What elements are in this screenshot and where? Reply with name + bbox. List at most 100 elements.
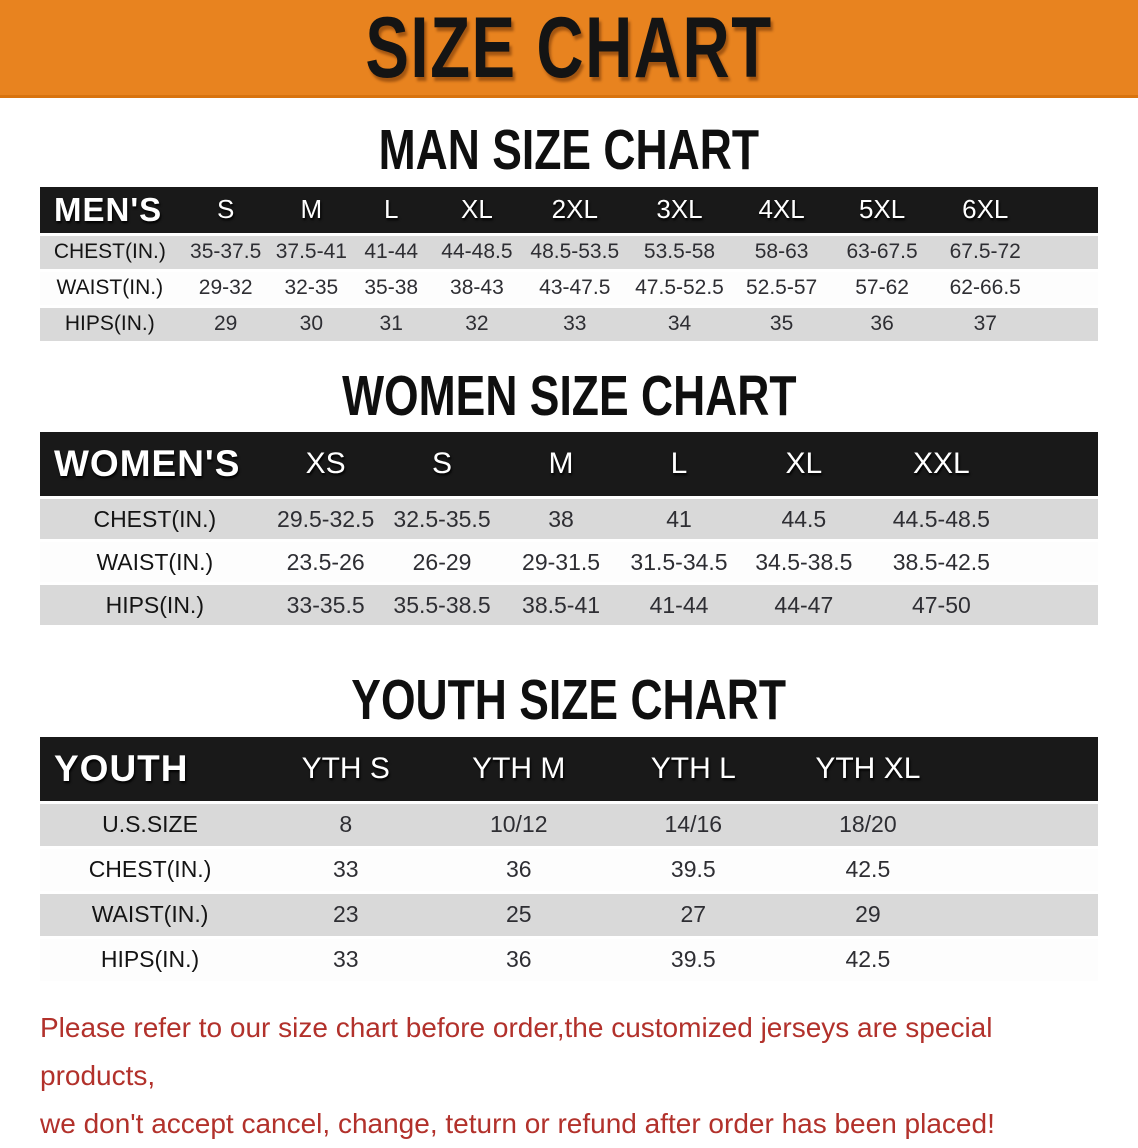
- column-header: XS: [269, 432, 382, 497]
- column-header: M: [502, 432, 620, 497]
- table-row: HIPS(IN.) 29 30 31 32 33 34 35 36 37: [40, 307, 1098, 341]
- column-header: S: [179, 186, 272, 233]
- men-section-title-text: MAN SIZE CHART: [378, 118, 760, 182]
- size-value: 53.5-58: [627, 235, 732, 269]
- filler-cell: [1013, 499, 1098, 540]
- size-value: 38-43: [431, 271, 523, 305]
- size-value: 48.5-53.5: [522, 235, 628, 269]
- youth-size-table: YOUTH YTH S YTH M YTH L YTH XL U.S.SIZE 8 10/1…: [40, 734, 1098, 984]
- column-header: 6XL: [932, 186, 1038, 233]
- table-row: WAIST(IN.) 29-32 32-35 35-38 38-43 43-47.5 47.…: [40, 271, 1098, 305]
- size-value: 26-29: [381, 542, 503, 583]
- disclaimer-line2: we don't accept cancel, change, teturn o…: [40, 1107, 995, 1139]
- size-value: 25: [431, 893, 607, 936]
- column-header: XL: [431, 186, 523, 233]
- column-header: YTH S: [260, 736, 432, 801]
- size-value: 36: [431, 848, 607, 891]
- size-value: 38: [502, 499, 620, 540]
- table-row: CHEST(IN.) 29.5-32.5 32.5-35.5 38 41 44.5 44.5…: [40, 499, 1098, 540]
- size-value: 31: [351, 307, 432, 341]
- column-header: 4XL: [731, 186, 832, 233]
- table-row: HIPS(IN.) 33 36 39.5 42.5: [40, 938, 1098, 981]
- column-header: YTH M: [431, 736, 607, 801]
- size-value: 29: [780, 893, 956, 936]
- size-value: 31.5-34.5: [619, 542, 739, 583]
- size-value: 38.5-42.5: [869, 542, 1014, 583]
- size-value: 52.5-57: [731, 271, 832, 305]
- size-value: 29.5-32.5: [269, 499, 382, 540]
- size-value: 58-63: [731, 235, 832, 269]
- filler-cell: [1013, 542, 1098, 583]
- filler-cell: [955, 736, 1098, 801]
- table-title: YOUTH: [40, 736, 261, 801]
- size-value: 33-35.5: [269, 585, 382, 626]
- size-value: 44-47: [738, 585, 870, 626]
- size-value: 29: [179, 307, 272, 341]
- women-section-title-text: WOMEN SIZE CHART: [341, 363, 797, 428]
- size-value: 44.5-48.5: [869, 499, 1014, 540]
- size-value: 38.5-41: [502, 585, 620, 626]
- filler-cell: [955, 803, 1098, 846]
- size-value: 62-66.5: [932, 271, 1038, 305]
- size-value: 35-38: [351, 271, 432, 305]
- size-value: 44.5: [738, 499, 870, 540]
- size-value: 44-48.5: [431, 235, 523, 269]
- row-label: U.S.SIZE: [40, 803, 261, 846]
- size-value: 39.5: [606, 848, 781, 891]
- size-chart-banner: SIZE CHART: [0, 0, 1138, 98]
- size-value: 47-50: [869, 585, 1014, 626]
- size-value: 27: [606, 893, 781, 936]
- size-value: 35-37.5: [179, 235, 272, 269]
- filler-cell: [955, 848, 1098, 891]
- filler-cell: [1037, 271, 1098, 305]
- column-header: L: [619, 432, 739, 497]
- banner-title: SIZE CHART: [365, 0, 773, 96]
- size-value: 14/16: [606, 803, 781, 846]
- men-size-table: MEN'S S M L XL 2XL 3XL 4XL 5XL 6XL CHEST(IN.) 35-3…: [40, 184, 1098, 344]
- size-value: 33: [260, 938, 432, 981]
- table-row: CHEST(IN.) 33 36 39.5 42.5: [40, 848, 1098, 891]
- size-value: 37: [932, 307, 1038, 341]
- disclaimer: Please refer to our size chart before or…: [40, 1004, 1100, 1148]
- size-value: 32: [431, 307, 523, 341]
- size-value: 39.5: [606, 938, 781, 981]
- size-value: 42.5: [780, 848, 956, 891]
- table-row: WAIST(IN.) 23 25 27 29: [40, 893, 1098, 936]
- column-header: 2XL: [522, 186, 628, 233]
- youth-section-title-text: YOUTH SIZE CHART: [351, 668, 787, 733]
- women-section-title: WOMEN SIZE CHART: [0, 364, 1138, 430]
- table-title: WOMEN'S: [40, 432, 270, 497]
- filler-cell: [1013, 432, 1098, 497]
- filler-cell: [1037, 307, 1098, 341]
- column-header: XXL: [869, 432, 1014, 497]
- filler-cell: [1013, 585, 1098, 626]
- women-table-header-row: WOMEN'S XS S M L XL XXL: [40, 432, 1098, 497]
- size-value: 30: [271, 307, 352, 341]
- table-title: MEN'S: [40, 186, 180, 233]
- table-row: HIPS(IN.) 33-35.5 35.5-38.5 38.5-41 41-44 44-…: [40, 585, 1098, 626]
- size-value: 32.5-35.5: [381, 499, 503, 540]
- column-header: 5XL: [831, 186, 933, 233]
- size-value: 23: [260, 893, 432, 936]
- column-header: M: [271, 186, 352, 233]
- filler-cell: [955, 893, 1098, 936]
- filler-cell: [955, 938, 1098, 981]
- size-value: 36: [831, 307, 933, 341]
- row-label: WAIST(IN.): [40, 271, 180, 305]
- size-value: 37.5-41: [271, 235, 352, 269]
- size-value: 42.5: [780, 938, 956, 981]
- row-label: HIPS(IN.): [40, 938, 261, 981]
- size-value: 10/12: [431, 803, 607, 846]
- size-value: 41-44: [619, 585, 739, 626]
- size-value: 34.5-38.5: [738, 542, 870, 583]
- size-value: 33: [522, 307, 628, 341]
- youth-section-title: YOUTH SIZE CHART: [0, 668, 1138, 734]
- size-value: 8: [260, 803, 432, 846]
- row-label: WAIST(IN.): [40, 542, 270, 583]
- column-header: S: [381, 432, 503, 497]
- size-value: 36: [431, 938, 607, 981]
- size-value: 34: [627, 307, 732, 341]
- table-row: WAIST(IN.) 23.5-26 26-29 29-31.5 31.5-34.5 34…: [40, 542, 1098, 583]
- size-value: 43-47.5: [522, 271, 628, 305]
- women-size-table: WOMEN'S XS S M L XL XXL CHEST(IN.) 29.5-32.5 32.…: [40, 429, 1098, 628]
